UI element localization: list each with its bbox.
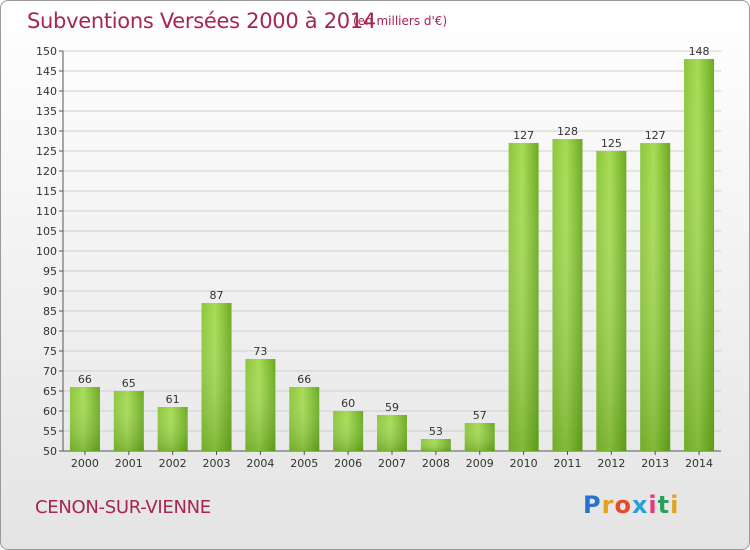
y-tick-label: 115 [36,185,57,198]
y-tick-label: 110 [36,205,57,218]
bar-2007[interactable] [377,415,407,451]
x-tick-label: 2001 [115,457,143,470]
bar-2010[interactable] [508,143,539,451]
logo-letter: x [631,491,649,519]
value-label: 61 [166,393,180,406]
y-tick-label: 50 [43,445,57,458]
bar-2000[interactable] [69,387,100,451]
y-tick-label: 75 [43,345,57,358]
x-tick-label: 2013 [641,457,669,470]
x-tick-label: 2005 [290,457,318,470]
y-tick-label: 65 [43,385,57,398]
x-tick-label: 2000 [71,457,99,470]
bar-2013[interactable] [640,143,671,451]
value-label: 127 [513,129,534,142]
x-tick-label: 2008 [422,457,450,470]
bar-2003[interactable] [201,303,232,451]
value-label: 59 [385,401,399,414]
y-tick-label: 90 [43,285,57,298]
x-tick-label: 2007 [378,457,406,470]
value-label: 66 [297,373,311,386]
logo-letter: i [648,491,658,519]
logo-letter: o [614,491,632,519]
bar-2014[interactable] [684,59,715,451]
y-tick-label: 85 [43,305,57,318]
x-tick-label: 2003 [203,457,231,470]
value-label: 66 [78,373,92,386]
y-tick-label: 80 [43,325,57,338]
bar-2001[interactable] [113,391,144,451]
value-label: 73 [253,345,267,358]
value-label: 53 [429,425,443,438]
logo-letter: i [670,491,680,519]
x-tick-label: 2014 [685,457,713,470]
x-tick-label: 2006 [334,457,362,470]
bar-2006[interactable] [333,411,364,451]
proxiti-logo[interactable]: Proxiti [583,491,679,519]
chart-title: Subventions Versées 2000 à 2014 [27,9,376,33]
value-labels: 66 65 61 87 73 66 60 59 53 57 127 128 125 127 148 [78,45,710,438]
y-tick-label: 60 [43,405,57,418]
commune-name: CENON-SUR-VIENNE [35,497,211,518]
y-tick-label: 95 [43,265,57,278]
bar-2008[interactable] [420,439,451,451]
value-label: 128 [557,125,578,138]
y-tick-label: 135 [36,105,57,118]
bar-2009[interactable] [464,423,495,451]
y-tick-label: 150 [36,45,57,58]
chart-subtitle: (en milliers d'€) [353,14,448,28]
x-tick-label: 2009 [466,457,494,470]
x-tick-label: 2010 [510,457,538,470]
value-label: 65 [122,377,136,390]
y-tick-label: 140 [36,85,57,98]
y-tick-label: 100 [36,245,57,258]
y-tick-label: 120 [36,165,57,178]
x-tick-label: 2004 [246,457,274,470]
y-tick-label: 145 [36,65,57,78]
x-tick-label: 2002 [159,457,187,470]
value-label: 125 [601,137,622,150]
bar-2002[interactable] [157,407,188,451]
y-tick-label: 55 [43,425,57,438]
value-label: 127 [645,129,666,142]
bar-2011[interactable] [552,139,583,451]
y-tick-label: 70 [43,365,57,378]
bar-2012[interactable] [596,151,627,451]
value-label: 87 [210,289,224,302]
bar-2004[interactable] [245,359,276,451]
x-tick-label: 2012 [597,457,625,470]
value-label: 60 [341,397,355,410]
value-label: 57 [473,409,487,422]
y-tick-label: 130 [36,125,57,138]
value-label: 148 [689,45,710,58]
bar-2005[interactable] [289,387,320,451]
x-tick-label: 2011 [553,457,581,470]
logo-letter: P [583,491,602,519]
logo-letter: r [601,491,615,519]
logo-letter: t [657,491,671,519]
y-tick-label: 125 [36,145,57,158]
y-tick-label: 105 [36,225,57,238]
